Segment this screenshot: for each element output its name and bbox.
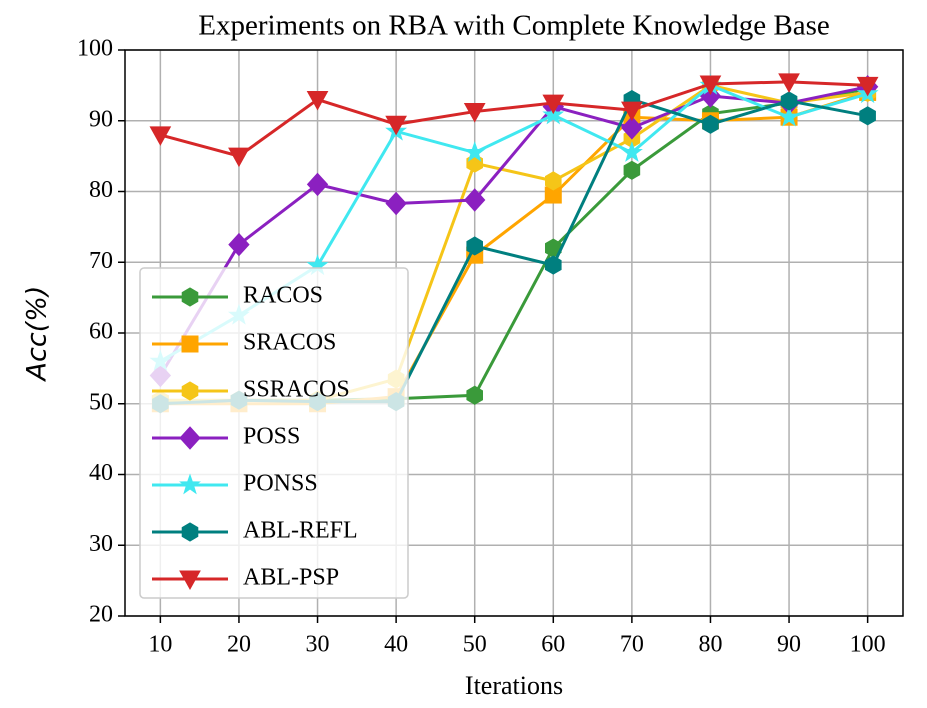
legend-label: SRACOS <box>243 330 336 356</box>
y-tick-label: 90 <box>89 106 113 132</box>
marker <box>306 91 329 111</box>
marker <box>149 126 172 146</box>
y-tick-label: 30 <box>89 531 113 557</box>
y-tick-label: 100 <box>77 36 113 62</box>
series-line <box>159 80 868 158</box>
marker <box>623 160 641 180</box>
y-tick-label: 50 <box>89 389 113 415</box>
marker <box>181 381 199 401</box>
marker <box>542 94 565 115</box>
marker <box>702 114 719 134</box>
marker <box>778 105 801 127</box>
series-line <box>159 85 868 377</box>
marker <box>385 191 407 216</box>
x-tick-label: 40 <box>384 632 408 658</box>
legend-label: ABL-REFL <box>243 518 358 544</box>
marker <box>859 106 876 126</box>
marker <box>544 171 562 191</box>
marker <box>228 232 250 257</box>
marker <box>181 335 199 353</box>
marker <box>544 255 562 275</box>
x-tick-label: 80 <box>698 632 722 658</box>
marker <box>181 287 199 307</box>
marker <box>621 116 643 140</box>
x-axis-label: Iterations <box>465 671 563 700</box>
marker <box>306 172 329 197</box>
y-tick-label: 20 <box>89 602 113 628</box>
x-tick-label: 30 <box>306 632 330 658</box>
marker <box>778 73 800 93</box>
x-tick-label: 10 <box>148 632 172 658</box>
legend-label: POSS <box>243 424 300 450</box>
marker <box>463 103 486 123</box>
marker <box>179 570 201 591</box>
legend-label: RACOS <box>243 283 323 309</box>
x-tick-label: 60 <box>541 632 565 658</box>
x-tick-label: 20 <box>227 632 251 658</box>
y-tick-label: 80 <box>89 177 113 203</box>
legend-box <box>139 267 409 599</box>
x-tick-label: 50 <box>463 632 487 658</box>
legend: RACOS SRACOS SSRACOS POSS PONSS ABL-REFL ABL-P… <box>139 267 409 599</box>
chart-title: Experiments on RBA with Complete Knowled… <box>198 10 829 42</box>
x-tick-label: 90 <box>777 632 801 658</box>
legend-label: SSRACOS <box>243 377 350 403</box>
marker <box>856 76 879 97</box>
marker <box>466 236 484 256</box>
y-tick-label: 40 <box>89 460 113 486</box>
x-tick-label: 100 <box>850 632 886 658</box>
marker <box>699 75 722 95</box>
marker <box>464 188 486 212</box>
marker <box>463 141 486 162</box>
x-tick-label: 70 <box>620 632 644 658</box>
marker <box>780 91 798 111</box>
y-axis-label: Acc(%) <box>22 286 53 383</box>
marker <box>542 103 565 125</box>
marker <box>385 115 407 136</box>
legend-label: PONSS <box>243 471 318 497</box>
marker <box>228 147 250 168</box>
marker <box>179 426 201 450</box>
legend-label: ABL-PSP <box>243 565 339 591</box>
marker <box>179 473 201 495</box>
plot-frame <box>124 49 904 617</box>
y-tick-label: 70 <box>89 248 113 274</box>
marker <box>466 385 484 405</box>
marker <box>181 522 199 542</box>
marker <box>620 141 643 162</box>
marker <box>621 101 643 122</box>
y-tick-label: 60 <box>89 319 113 345</box>
